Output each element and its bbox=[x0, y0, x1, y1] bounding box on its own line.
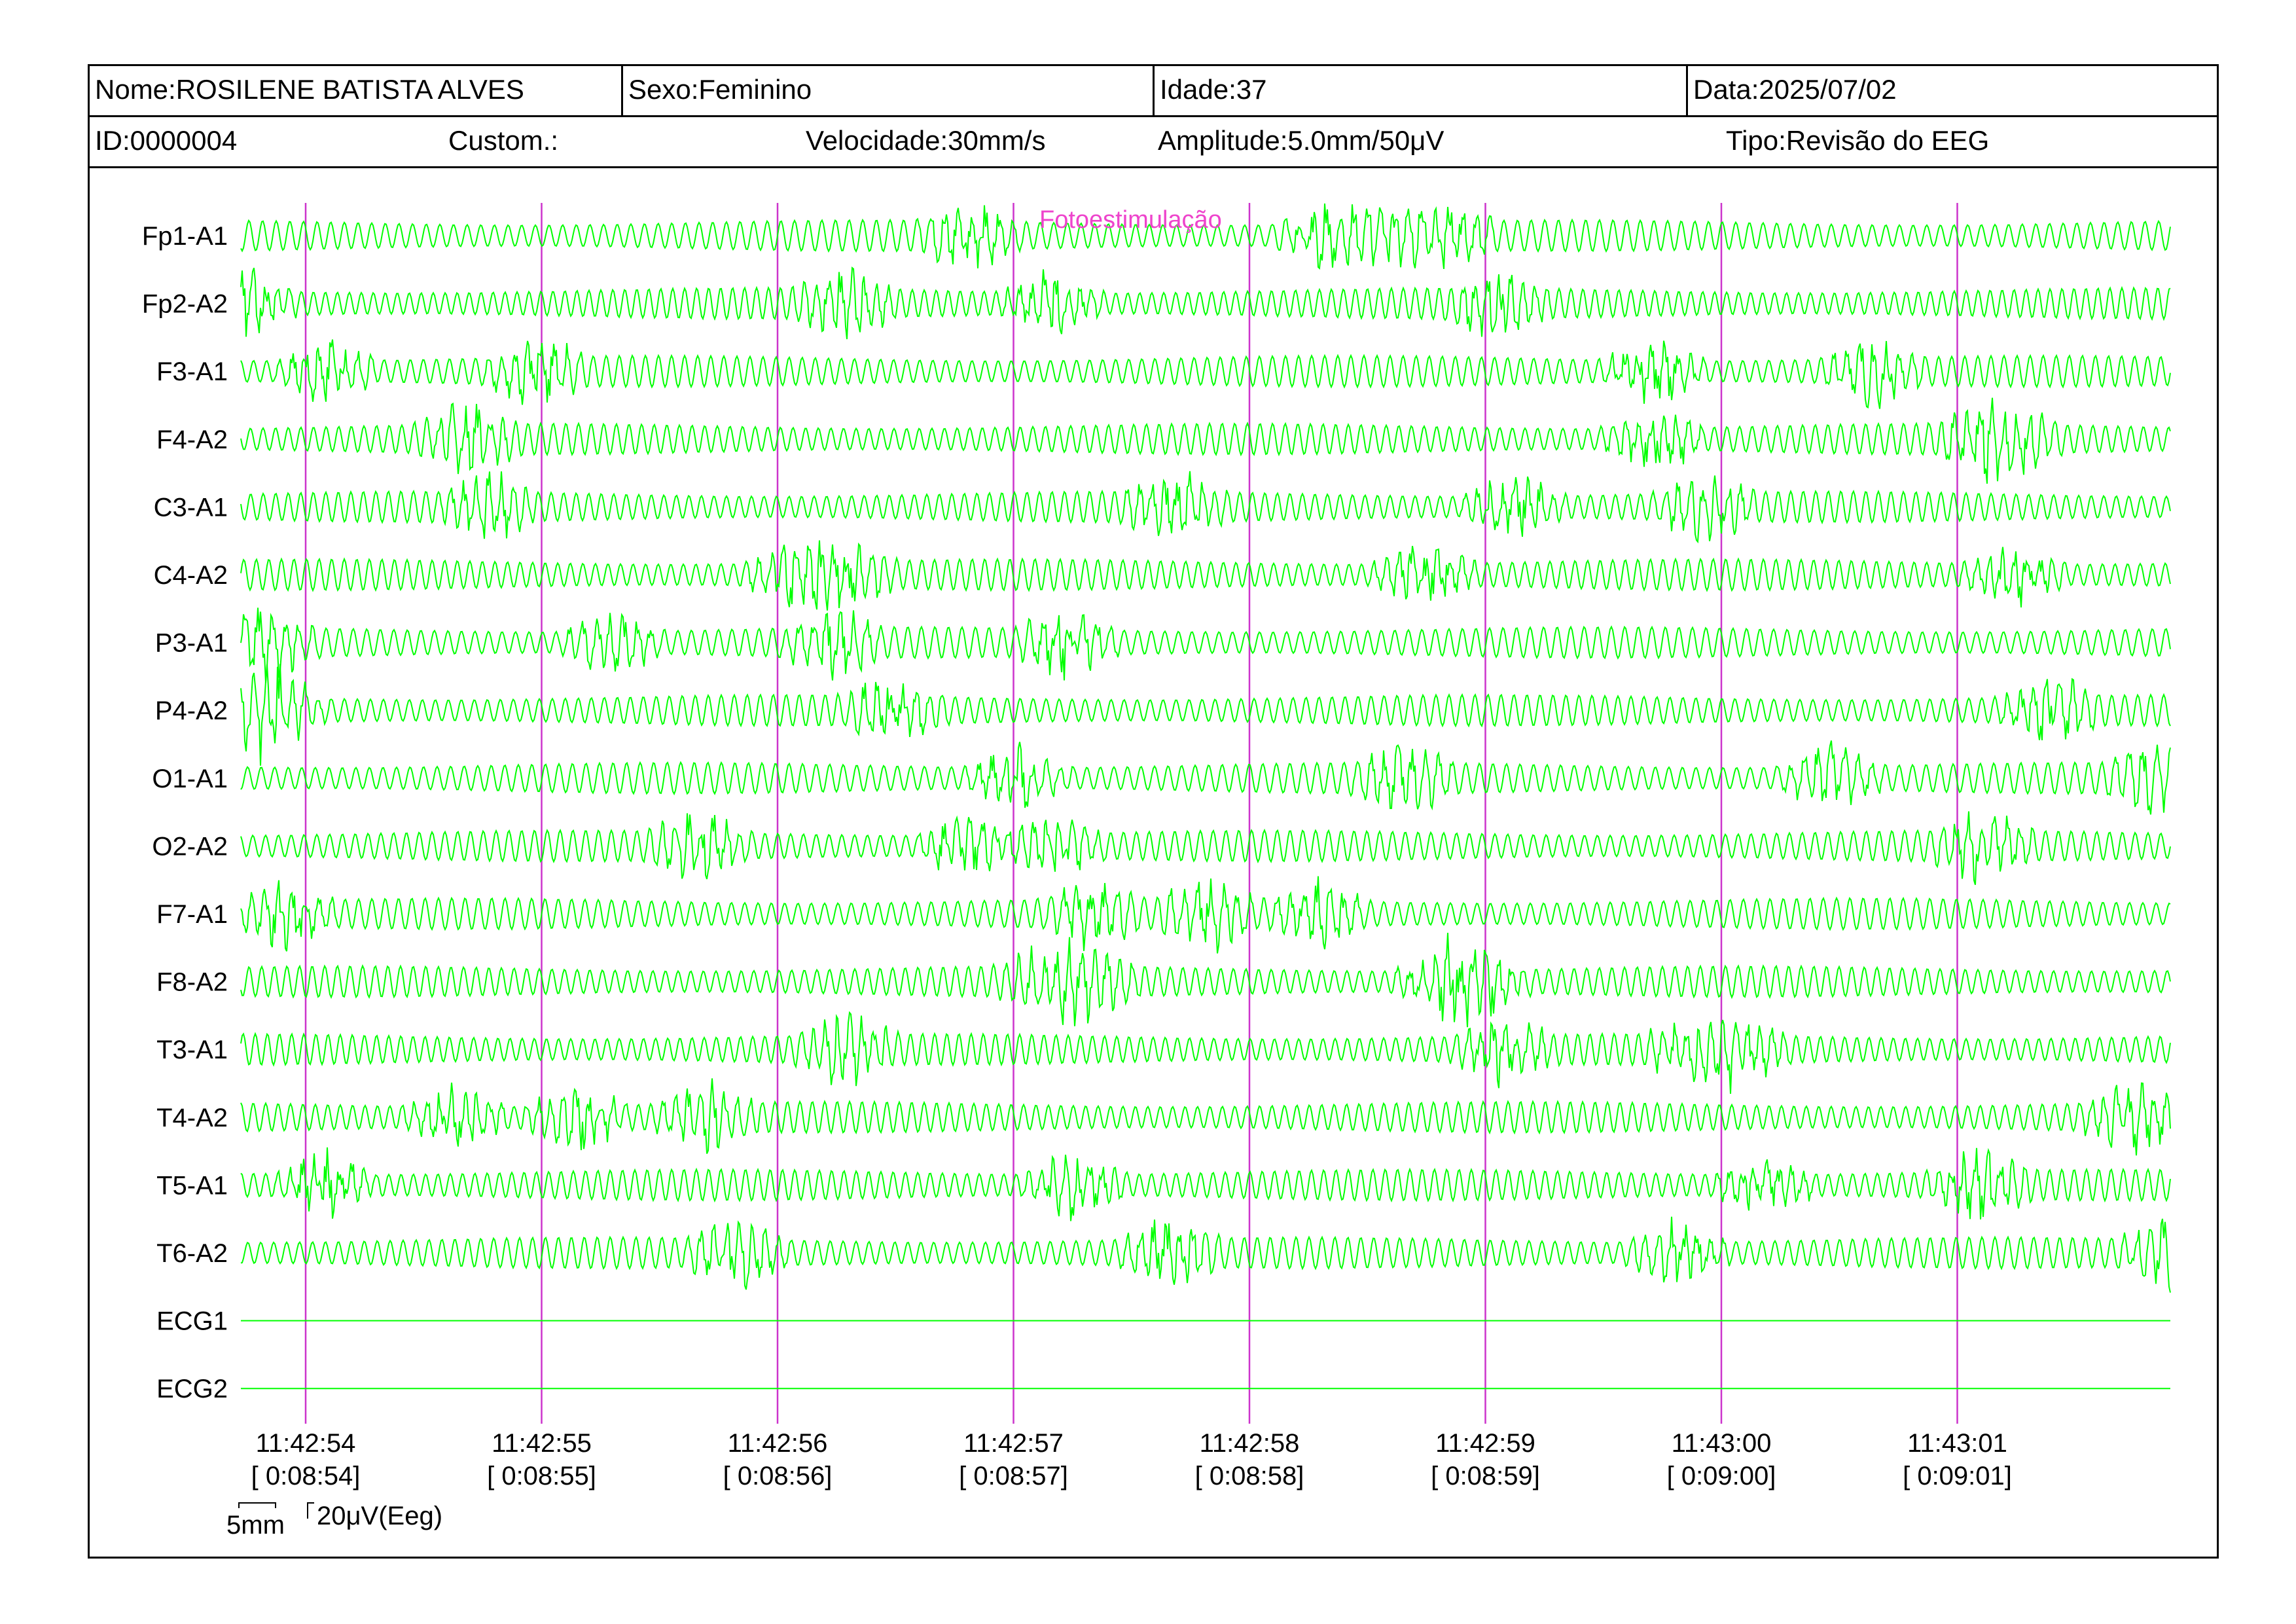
channel-label: F4-A2 bbox=[156, 425, 228, 454]
channel-label: C4-A2 bbox=[154, 561, 228, 590]
channel-label: T6-A2 bbox=[156, 1239, 228, 1268]
elapsed-tick-label: [ 0:08:58] bbox=[1195, 1462, 1304, 1490]
channel-label: Fp2-A2 bbox=[142, 290, 228, 319]
channel-trace bbox=[240, 471, 2171, 544]
channel-label: C3-A1 bbox=[154, 493, 228, 522]
channel-trace bbox=[240, 933, 2171, 1028]
scale-bar bbox=[238, 1502, 314, 1519]
speed-setting: Velocidade:30mm/s bbox=[806, 125, 1046, 156]
time-tick-label: 11:42:58 bbox=[1200, 1429, 1300, 1458]
elapsed-tick-label: [ 0:08:54] bbox=[251, 1462, 361, 1490]
channel-trace bbox=[240, 607, 2171, 683]
report-frame: Nome:ROSILENE BATISTA ALVES Sexo:Feminin… bbox=[88, 64, 2219, 1559]
time-tick-label: 11:42:59 bbox=[1435, 1429, 1535, 1458]
channel-label: F7-A1 bbox=[156, 900, 228, 929]
time-tick-label: 11:42:55 bbox=[492, 1429, 592, 1458]
channel-label: F3-A1 bbox=[156, 357, 228, 386]
time-tick-label: 11:43:00 bbox=[1672, 1429, 1772, 1458]
elapsed-tick-label: [ 0:08:59] bbox=[1431, 1462, 1540, 1490]
channel-label: Fp1-A1 bbox=[142, 222, 228, 251]
scale-amplitude-label: 20μV(Eeg) bbox=[317, 1502, 443, 1530]
channel-label: T3-A1 bbox=[156, 1036, 228, 1064]
channel-trace bbox=[240, 1216, 2171, 1293]
custom-field: Custom.: bbox=[448, 125, 559, 156]
patient-age: Idade:37 bbox=[1153, 66, 1686, 115]
channel-trace bbox=[240, 397, 2171, 484]
exam-type: Tipo:Revisão do EEG bbox=[1726, 125, 1990, 156]
patient-name: Nome:ROSILENE BATISTA ALVES bbox=[95, 74, 524, 105]
channel-trace bbox=[240, 664, 2171, 766]
channel-trace bbox=[240, 339, 2171, 409]
scale-time-label: 5mm bbox=[226, 1511, 285, 1540]
elapsed-tick-label: [ 0:09:00] bbox=[1667, 1462, 1776, 1490]
channel-label: ECG1 bbox=[156, 1307, 228, 1336]
time-axis-labels: 11:42:54 [ 0:08:54] 11:42:55 [ 0:08:55] 11:4… bbox=[251, 1429, 2012, 1490]
elapsed-tick-label: [ 0:08:57] bbox=[959, 1462, 1068, 1490]
elapsed-tick-label: [ 0:08:56] bbox=[723, 1462, 833, 1490]
time-tick-label: 11:42:57 bbox=[963, 1429, 1064, 1458]
channel-trace bbox=[240, 266, 2171, 340]
time-tick-label: 11:42:56 bbox=[728, 1429, 828, 1458]
channel-trace bbox=[240, 876, 2171, 954]
patient-id: ID:0000004 bbox=[95, 125, 238, 156]
channel-labels: Fp1-A1 Fp2-A2 F3-A1 F4-A2 C3-A1 C4-A2 P3-A1 P4-… bbox=[142, 222, 228, 1403]
channel-trace bbox=[240, 540, 2171, 611]
channel-label: P3-A1 bbox=[155, 629, 228, 658]
exam-date: Data:2025/07/02 bbox=[1686, 66, 2217, 115]
channel-label: O1-A1 bbox=[152, 765, 228, 793]
eeg-traces bbox=[240, 203, 2171, 1390]
channel-trace bbox=[240, 1078, 2171, 1156]
header-row-settings: ID:0000004 Custom.: Velocidade:30mm/s Am… bbox=[90, 117, 2217, 168]
channel-label: O2-A2 bbox=[152, 832, 228, 861]
channel-label: T5-A1 bbox=[156, 1171, 228, 1200]
channel-trace bbox=[240, 1011, 2171, 1094]
channel-trace bbox=[240, 1147, 2171, 1221]
channel-trace bbox=[240, 811, 2171, 885]
channel-trace bbox=[240, 203, 2171, 270]
channel-trace bbox=[240, 740, 2171, 815]
channel-label: T4-A2 bbox=[156, 1104, 228, 1132]
elapsed-tick-label: [ 0:08:55] bbox=[487, 1462, 596, 1490]
elapsed-tick-label: [ 0:09:01] bbox=[1903, 1462, 2012, 1490]
time-tick-label: 11:43:01 bbox=[1907, 1429, 2007, 1458]
channel-label: F8-A2 bbox=[156, 968, 228, 997]
header-row-patient: Nome:ROSILENE BATISTA ALVES Sexo:Feminin… bbox=[90, 66, 2217, 117]
channel-label: ECG2 bbox=[156, 1375, 228, 1403]
amplitude-setting: Amplitude:5.0mm/50μV bbox=[1158, 125, 1444, 156]
photostimulation-marker: Fotoestimulação bbox=[1039, 206, 1222, 234]
patient-sex: Sexo:Feminino bbox=[621, 66, 1153, 115]
time-marker-lines bbox=[304, 203, 1958, 1424]
time-tick-label: 11:42:54 bbox=[256, 1429, 356, 1458]
channel-label: P4-A2 bbox=[155, 696, 228, 725]
